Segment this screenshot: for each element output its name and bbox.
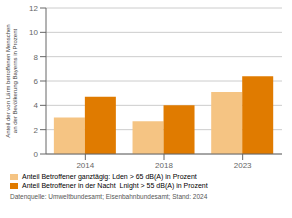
- html-text:Anteil Betroffener in der Nach: Anteil Betroffener in der Nacht Lnight >…: [22, 182, 208, 189]
- html-text:Datenquelle: Umweltbundesamt;: Datenquelle: Umweltbundesamt; Eisenbahnb…: [10, 193, 208, 200]
- svg-text:4: 4: [34, 101, 39, 110]
- svg-text:8: 8: [34, 53, 39, 62]
- svg-text:2018: 2018: [155, 161, 173, 170]
- svg-text:2: 2: [34, 126, 39, 135]
- svg-text:0: 0: [34, 150, 39, 159]
- svg-text:2014: 2014: [76, 161, 94, 170]
- svg-text:Anteil der von Lärm betroffene: Anteil der von Lärm betroffenen Menschen…: [8, 24, 18, 137]
- svg-text:10: 10: [29, 28, 38, 37]
- html-text:Anteil Betroffener ganztägig:: Anteil Betroffener ganztägig: Lden > 65 …: [22, 173, 197, 180]
- svg-text:12: 12: [29, 4, 38, 13]
- svg-text:2023: 2023: [234, 161, 252, 170]
- svg-text:6: 6: [34, 77, 39, 86]
